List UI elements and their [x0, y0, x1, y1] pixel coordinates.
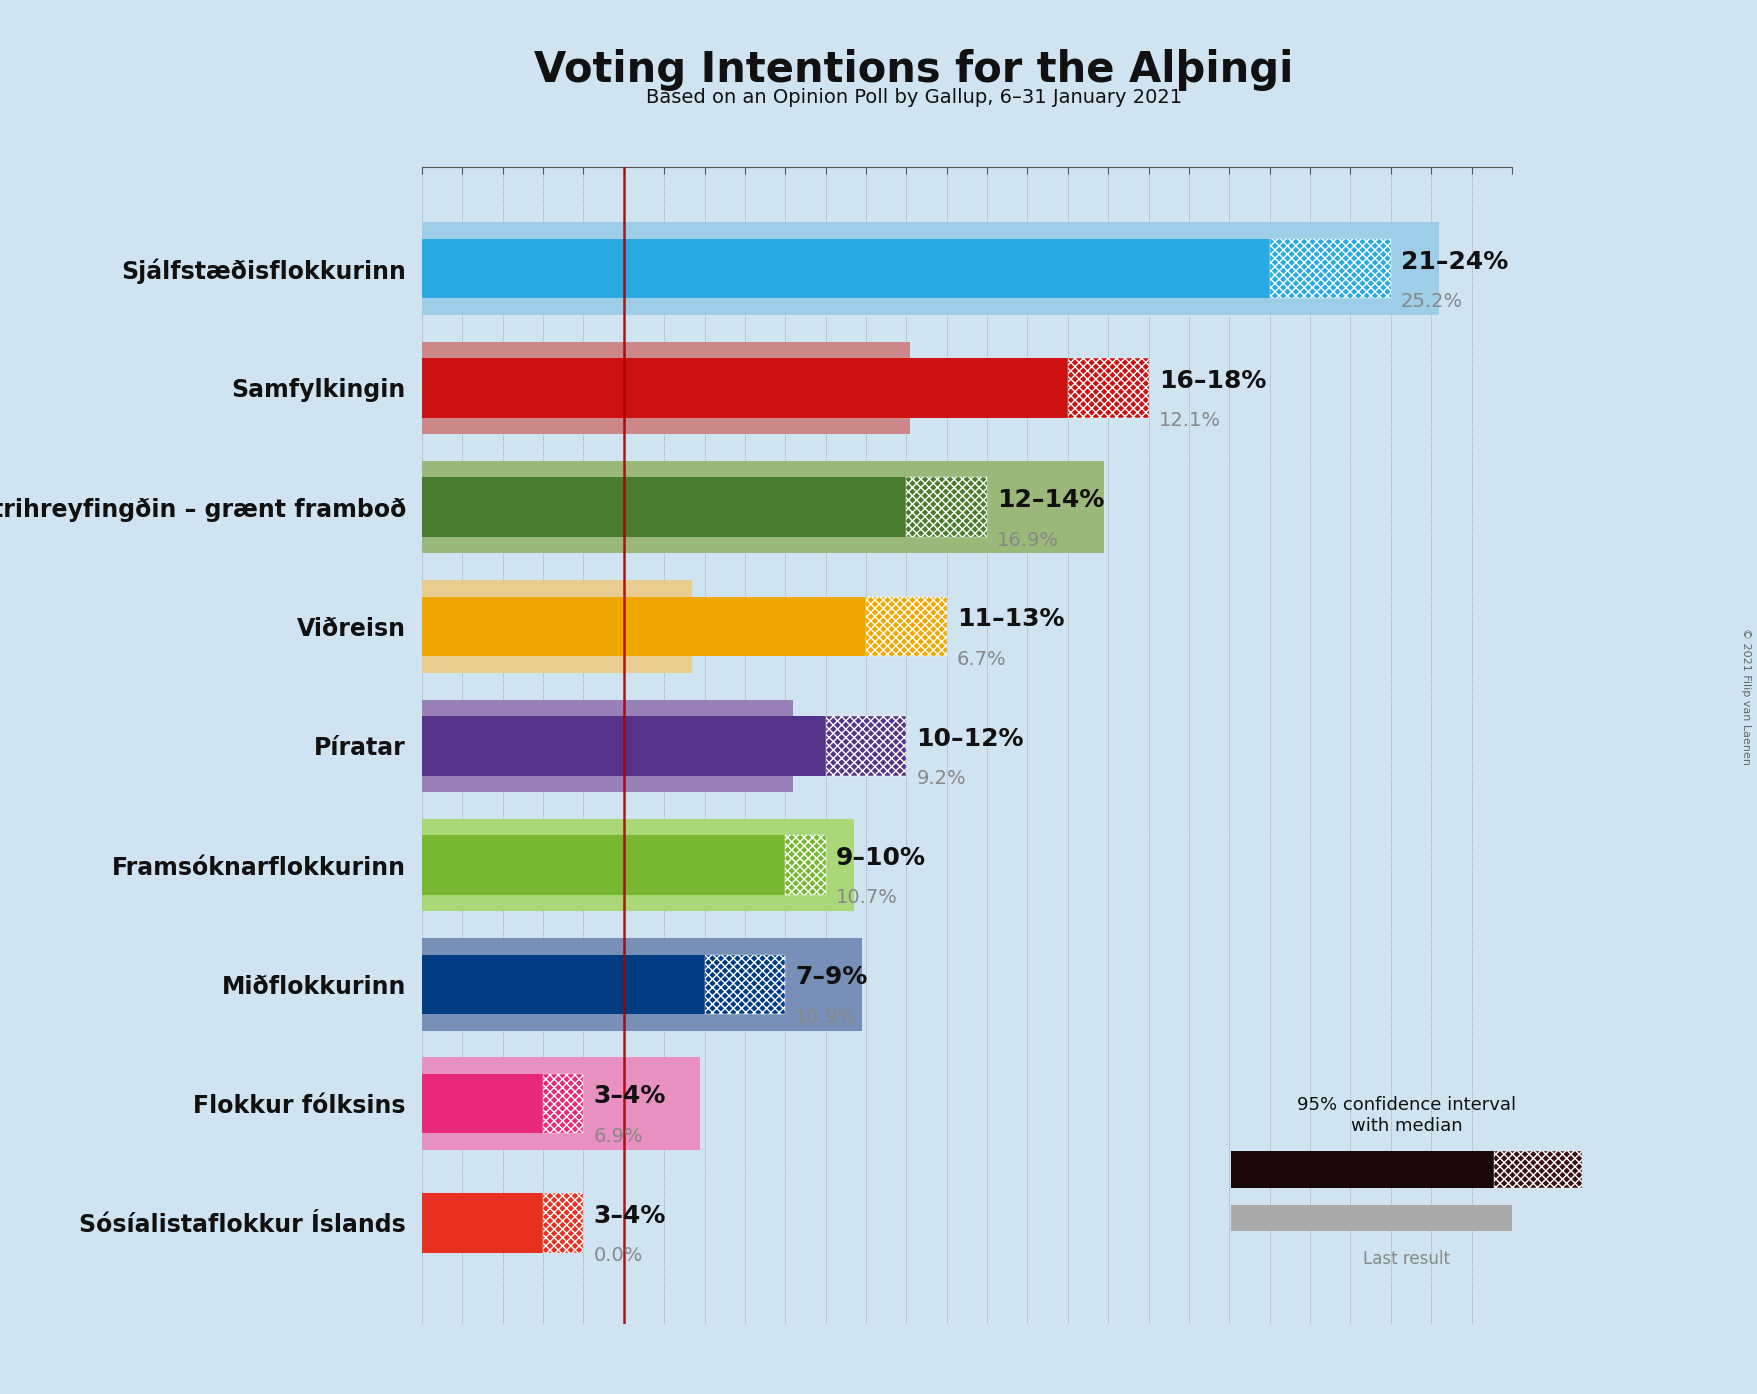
- Text: 9.2%: 9.2%: [915, 769, 966, 788]
- Text: 10.7%: 10.7%: [835, 888, 898, 907]
- Bar: [422, 1058, 699, 1150]
- Bar: [543, 1193, 583, 1253]
- Bar: [1230, 1206, 1511, 1231]
- Bar: [422, 477, 907, 537]
- Bar: [422, 238, 1269, 298]
- Bar: [826, 717, 907, 775]
- Bar: [422, 1073, 543, 1133]
- Text: 10–12%: 10–12%: [915, 726, 1023, 750]
- Bar: [907, 477, 986, 537]
- Text: 3–4%: 3–4%: [594, 1204, 666, 1228]
- Text: © 2021 Filip van Laenen: © 2021 Filip van Laenen: [1739, 629, 1750, 765]
- Text: 11–13%: 11–13%: [956, 608, 1063, 631]
- Bar: [422, 597, 866, 657]
- Bar: [1066, 358, 1147, 418]
- Text: 95% confidence interval
with median: 95% confidence interval with median: [1297, 1096, 1515, 1135]
- Bar: [422, 358, 1066, 418]
- Text: Last result: Last result: [1362, 1250, 1450, 1267]
- Text: 6.7%: 6.7%: [956, 650, 1005, 669]
- Bar: [422, 938, 861, 1030]
- Text: Based on an Opinion Poll by Gallup, 6–31 January 2021: Based on an Opinion Poll by Gallup, 6–31…: [647, 88, 1181, 107]
- Bar: [1493, 1151, 1581, 1188]
- Text: 0.0%: 0.0%: [594, 1246, 643, 1266]
- Bar: [705, 955, 785, 1015]
- Text: 16.9%: 16.9%: [996, 531, 1058, 549]
- Text: 16–18%: 16–18%: [1158, 369, 1265, 393]
- Text: 25.2%: 25.2%: [1400, 291, 1462, 311]
- Bar: [422, 342, 910, 434]
- Bar: [422, 818, 854, 912]
- Text: Voting Intentions for the Alþingi: Voting Intentions for the Alþingi: [534, 49, 1293, 91]
- Bar: [1230, 1151, 1493, 1188]
- Text: 7–9%: 7–9%: [794, 965, 868, 990]
- Bar: [785, 835, 826, 895]
- Bar: [422, 700, 792, 792]
- Bar: [1269, 238, 1390, 298]
- Bar: [422, 223, 1439, 315]
- Bar: [866, 597, 947, 657]
- Bar: [422, 835, 785, 895]
- Bar: [422, 717, 826, 775]
- Text: 12.1%: 12.1%: [1158, 411, 1219, 431]
- Text: 12–14%: 12–14%: [996, 488, 1103, 512]
- Text: 9–10%: 9–10%: [835, 846, 926, 870]
- Bar: [422, 461, 1103, 553]
- Bar: [422, 1193, 543, 1253]
- Text: 6.9%: 6.9%: [594, 1126, 643, 1146]
- Bar: [543, 1073, 583, 1133]
- Bar: [422, 580, 692, 673]
- Text: 3–4%: 3–4%: [594, 1085, 666, 1108]
- Text: 10.9%: 10.9%: [794, 1008, 857, 1026]
- Text: 21–24%: 21–24%: [1400, 250, 1508, 273]
- Bar: [422, 955, 705, 1015]
